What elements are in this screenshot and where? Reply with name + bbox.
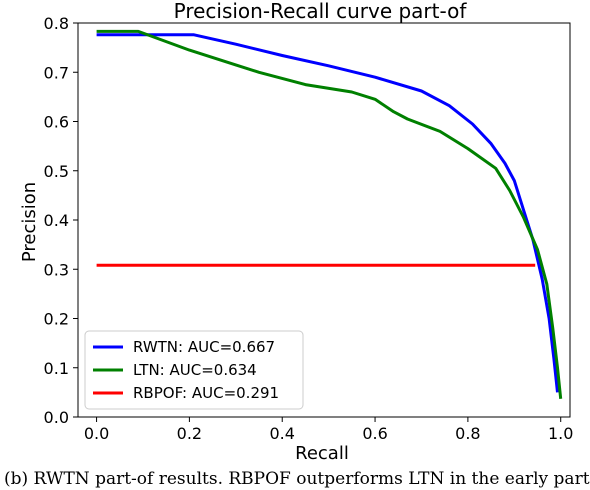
y-tick-label: 0.3 bbox=[44, 260, 69, 279]
y-axis-ticks: 0.0 0.1 0.2 0.3 0.4 0.5 0.6 0.7 0.8 bbox=[44, 14, 78, 427]
y-tick-label: 0.4 bbox=[44, 211, 69, 230]
y-tick-label: 0.2 bbox=[44, 310, 69, 329]
y-tick-label: 0.0 bbox=[44, 408, 69, 427]
x-tick-label: 0.8 bbox=[455, 424, 480, 443]
x-tick-label: 0.2 bbox=[177, 424, 202, 443]
y-tick-label: 0.1 bbox=[44, 359, 69, 378]
x-tick-label: 0.0 bbox=[84, 424, 109, 443]
y-tick-label: 0.5 bbox=[44, 162, 69, 181]
figure-caption: (b) RWTN part-of results. RBPOF outperfo… bbox=[4, 469, 590, 489]
y-tick-label: 0.7 bbox=[44, 63, 69, 82]
x-tick-label: 1.0 bbox=[548, 424, 573, 443]
y-tick-label: 0.8 bbox=[44, 14, 69, 33]
legend-box bbox=[84, 330, 304, 410]
series-line-1 bbox=[96, 29, 563, 399]
y-axis-label: Precision bbox=[19, 182, 40, 262]
x-axis-label: Recall bbox=[295, 443, 349, 464]
legend: RWTN: AUC=0.667 LTN: AUC=0.634 RBPOF: AUC=… bbox=[84, 330, 304, 410]
legend-label-0: RWTN: AUC=0.667 bbox=[133, 338, 275, 356]
y-tick-label: 0.6 bbox=[44, 113, 69, 132]
legend-label-2: RBPOF: AUC=0.291 bbox=[133, 384, 279, 402]
x-tick-label: 0.4 bbox=[269, 424, 294, 443]
plot-area bbox=[96, 29, 563, 399]
x-tick-label: 0.6 bbox=[362, 424, 387, 443]
legend-label-1: LTN: AUC=0.634 bbox=[133, 361, 257, 379]
series-line-0 bbox=[96, 33, 559, 393]
chart-title: Precision-Recall curve part-of bbox=[174, 0, 468, 23]
pr-chart: Precision-Recall curve part-of 0.0 0.2 0.4… bbox=[19, 0, 573, 464]
x-axis-ticks: 0.0 0.2 0.4 0.6 0.8 1.0 bbox=[84, 417, 573, 443]
